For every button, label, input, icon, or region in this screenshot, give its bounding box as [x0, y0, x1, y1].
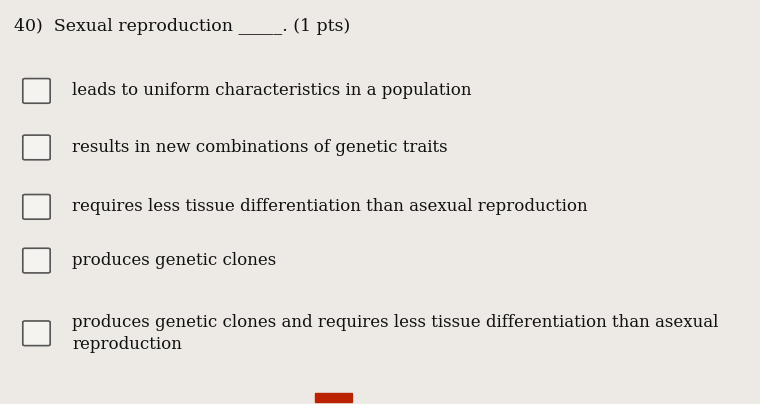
Text: produces genetic clones: produces genetic clones: [72, 252, 277, 269]
FancyBboxPatch shape: [23, 135, 50, 160]
Bar: [315, 393, 352, 402]
FancyBboxPatch shape: [23, 321, 50, 346]
FancyBboxPatch shape: [23, 248, 50, 273]
Text: requires less tissue differentiation than asexual reproduction: requires less tissue differentiation tha…: [72, 198, 587, 215]
Text: 40)  Sexual reproduction _____. (1 pts): 40) Sexual reproduction _____. (1 pts): [14, 18, 350, 35]
Text: produces genetic clones and requires less tissue differentiation than asexual
re: produces genetic clones and requires les…: [72, 314, 718, 353]
FancyBboxPatch shape: [23, 195, 50, 219]
FancyBboxPatch shape: [23, 78, 50, 103]
Text: results in new combinations of genetic traits: results in new combinations of genetic t…: [72, 139, 448, 156]
Text: leads to uniform characteristics in a population: leads to uniform characteristics in a po…: [72, 82, 472, 99]
